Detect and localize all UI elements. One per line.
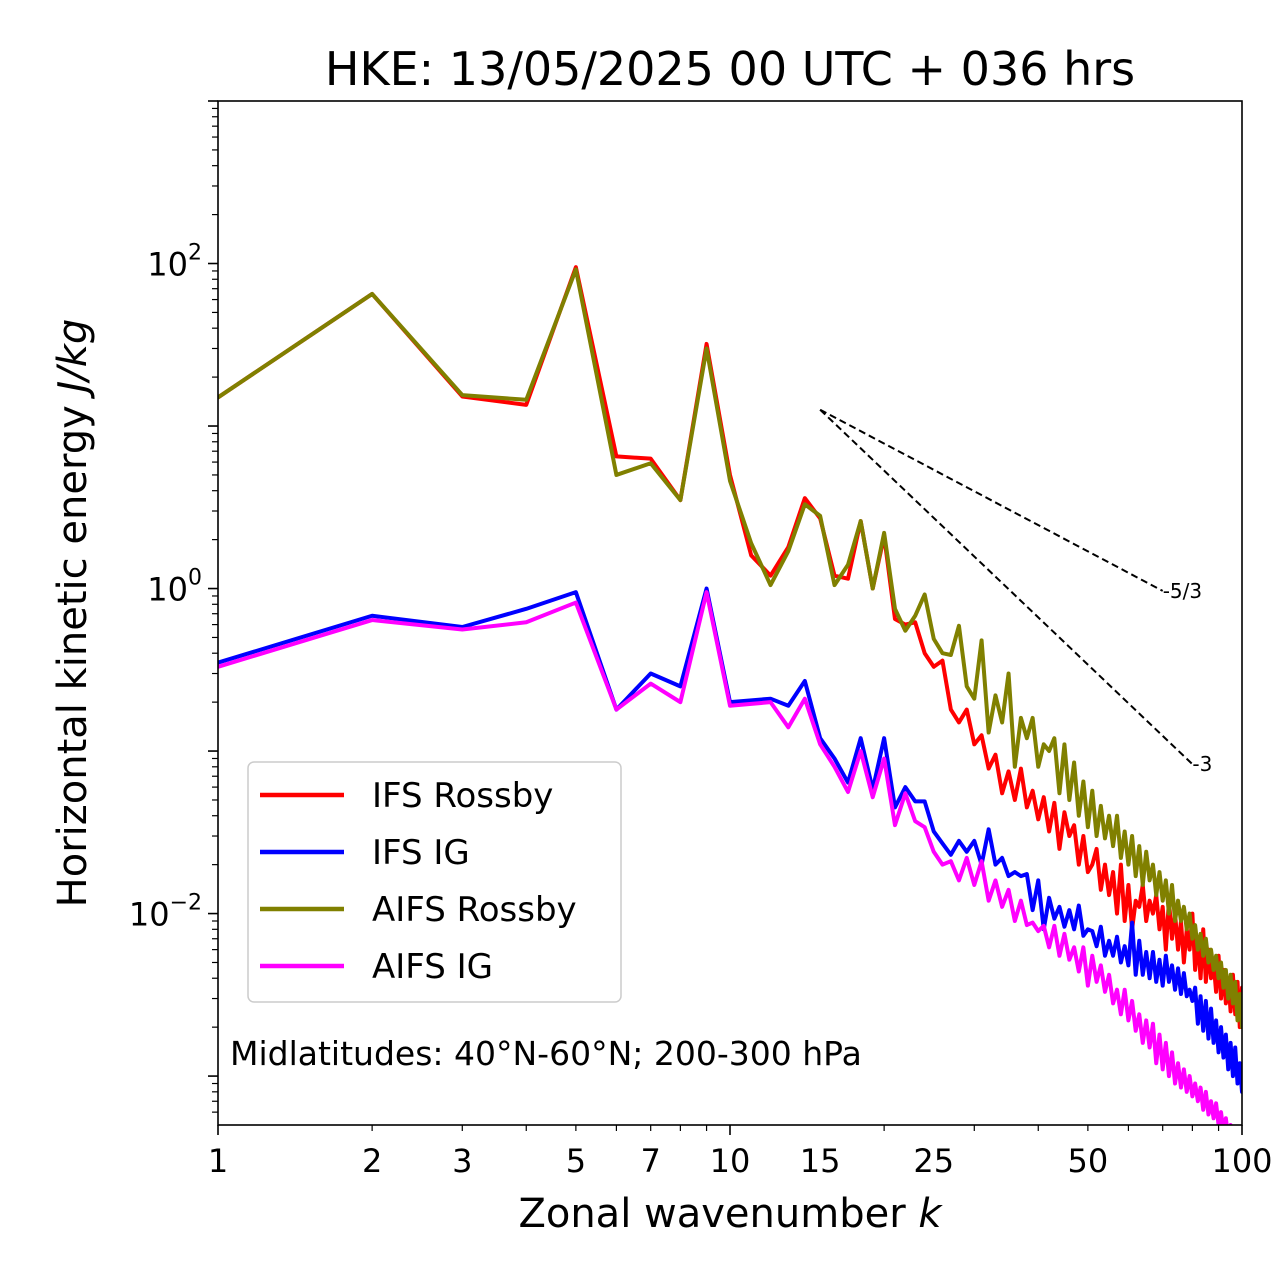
x-tick-label: 50 xyxy=(1068,1142,1109,1180)
x-tick-label: 100 xyxy=(1211,1142,1272,1180)
y-axis-title-unit: J/kg xyxy=(50,319,96,400)
x-tick-label: 5 xyxy=(566,1142,586,1180)
reference-slope-line xyxy=(819,408,1164,592)
reference-slope-label: -3 xyxy=(1192,752,1212,776)
series-layer xyxy=(218,265,1242,1125)
x-axis-title: Zonal wavenumber k xyxy=(518,1191,943,1237)
reference-slope-line xyxy=(819,408,1194,765)
y-tick-label: 100 xyxy=(147,566,202,609)
plot-frame xyxy=(217,100,1243,1126)
x-axis-title-var: k xyxy=(918,1191,943,1237)
series-line-ifs-ig xyxy=(218,586,1242,1094)
legend-label: AIFS Rossby xyxy=(372,890,577,930)
x-tick-label: 7 xyxy=(641,1142,661,1180)
legend-label: IFS Rossby xyxy=(372,776,553,816)
x-tick-label: 1 xyxy=(208,1142,228,1180)
reference-slopes: -5/3 -3 xyxy=(819,408,1212,776)
x-tick-label: 15 xyxy=(800,1142,841,1180)
x-tick-label: 25 xyxy=(913,1142,954,1180)
series-line-aifs-rossby xyxy=(218,267,1242,1030)
x-tick-label: 3 xyxy=(452,1142,472,1180)
legend: IFS Rossby IFS IG AIFS Rossby AIFS IG xyxy=(247,761,622,1003)
y-tick-label: 10−2 xyxy=(129,891,202,934)
y-axis-title: Horizontal kinetic energy J/kg xyxy=(50,319,96,908)
reference-slope-label: -5/3 xyxy=(1163,579,1202,603)
x-axis-title-text: Zonal wavenumber xyxy=(518,1191,906,1237)
chart-title: HKE: 13/05/2025 00 UTC + 036 hrs xyxy=(325,42,1135,96)
tick-layer: 1 2 3 5 7 10 15 25 50 100 102 100 10−2 xyxy=(129,100,1273,1180)
y-tick-label: 102 xyxy=(147,241,202,284)
y-axis-title-text: Horizontal kinetic energy xyxy=(50,405,96,907)
legend-box xyxy=(247,761,622,1003)
x-tick-label: 2 xyxy=(362,1142,382,1180)
legend-label: IFS IG xyxy=(372,833,470,873)
series-line-aifs-ig xyxy=(218,590,1233,1125)
legend-label: AIFS IG xyxy=(372,947,493,987)
legend-entries: IFS Rossby IFS IG AIFS Rossby AIFS IG xyxy=(260,776,577,987)
region-annotation: Midlatitudes: 40°N-60°N; 200-300 hPa xyxy=(230,1034,862,1073)
x-tick-label: 10 xyxy=(710,1142,751,1180)
